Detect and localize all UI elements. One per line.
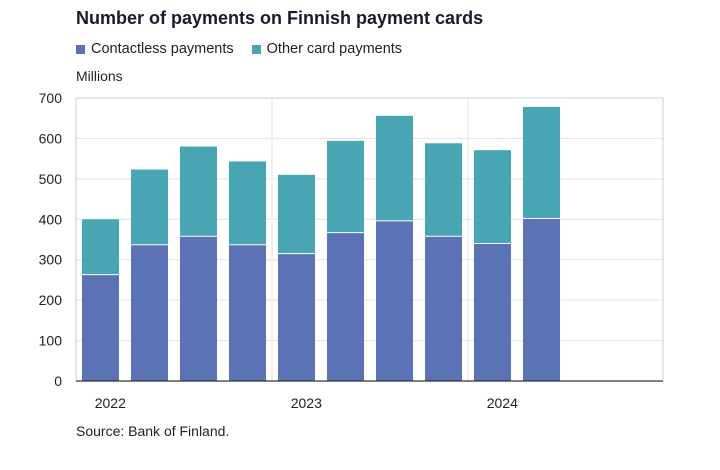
bar-other: [376, 115, 413, 221]
y-tick-label: 500: [39, 171, 63, 187]
x-tick-label: 2024: [487, 395, 518, 411]
y-tick-label: 0: [54, 373, 62, 389]
bar-other: [131, 169, 168, 245]
bar-other: [278, 174, 315, 254]
legend: Contactless payments Other card payments: [76, 41, 402, 57]
bar-contactless: [425, 236, 462, 381]
legend-label-contactless: Contactless payments: [91, 41, 234, 57]
legend-label-other: Other card payments: [266, 41, 403, 57]
bar-contactless: [376, 220, 413, 381]
bar-contactless: [180, 236, 217, 381]
bar-other: [82, 219, 119, 275]
y-tick-label: 100: [39, 333, 63, 349]
source-note: Source: Bank of Finland.: [76, 423, 230, 439]
legend-item-other: Other card payments: [251, 41, 403, 57]
bar-other: [523, 106, 560, 219]
bar-other: [425, 143, 462, 237]
y-tick-label: 200: [39, 292, 63, 308]
legend-item-contactless: Contactless payments: [76, 41, 234, 57]
bar-other: [327, 140, 364, 233]
x-tick-label: 2023: [291, 395, 322, 411]
chart-title: Number of payments on Finnish payment ca…: [76, 8, 484, 28]
bar-other: [474, 150, 511, 244]
bar-contactless: [278, 253, 315, 381]
bar-contactless: [327, 232, 364, 381]
y-tick-label: 400: [39, 211, 63, 227]
bar-other: [229, 161, 266, 245]
y-tick-label: 300: [39, 252, 63, 268]
bar-contactless: [131, 244, 168, 381]
bar-contactless: [523, 218, 560, 381]
bar-contactless: [229, 244, 266, 381]
y-tick-label: 600: [39, 130, 63, 146]
legend-swatch-other: [251, 44, 261, 54]
bar-other: [180, 146, 217, 237]
bar-contactless: [474, 243, 511, 381]
y-axis-unit-label: Millions: [76, 68, 123, 84]
legend-swatch-contactless: [76, 44, 85, 54]
x-tick-label: 2022: [95, 395, 126, 411]
y-tick-label: 700: [39, 90, 63, 106]
bar-contactless: [82, 274, 119, 381]
